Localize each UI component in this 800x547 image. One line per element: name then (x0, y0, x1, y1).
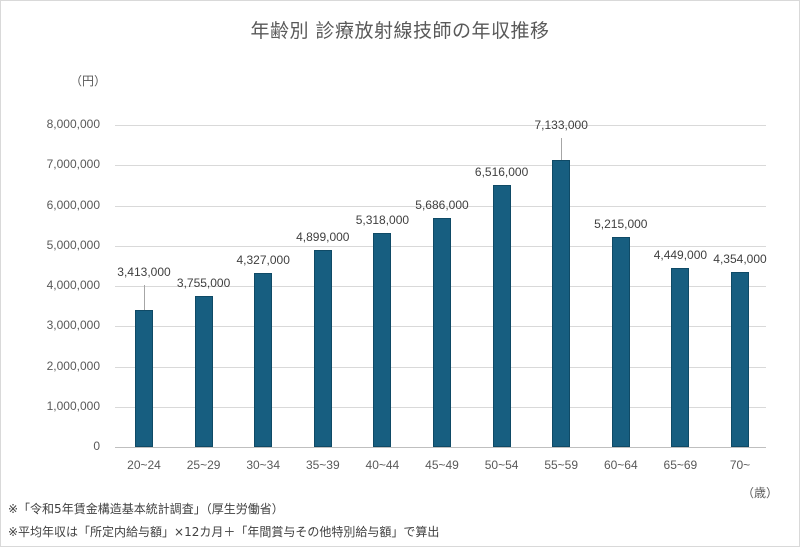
x-tick-label: 60~64 (603, 458, 638, 472)
data-label: 4,899,000 (296, 229, 350, 244)
bar-35~39 (313, 249, 332, 447)
y-axis-unit: （円） (70, 74, 107, 88)
data-label: 4,449,000 (653, 247, 708, 262)
bar-30~34 (254, 272, 273, 447)
x-tick-label: 65~69 (663, 458, 698, 472)
bar-65~69 (671, 267, 690, 447)
data-label: 7,133,000 (534, 117, 588, 132)
source-note: ※「令和5年賃金構造基本統計調査」（厚生労働省） (8, 502, 284, 516)
bar-25~29 (194, 295, 213, 447)
data-label: 6,516,000 (474, 164, 529, 179)
data-label: 4,354,000 (713, 251, 767, 266)
y-tick-label: 6,000,000 (46, 197, 100, 212)
data-label: 4,327,000 (236, 252, 290, 267)
x-tick-label: 25~29 (186, 458, 221, 472)
x-tick-label: 50~54 (484, 458, 519, 472)
y-tick-label: 8,000,000 (46, 117, 100, 131)
data-label: 3,755,000 (176, 275, 231, 290)
data-label: 5,215,000 (594, 217, 648, 232)
bar-70~ (731, 271, 749, 447)
x-tick-label: 70~ (729, 458, 751, 472)
x-tick-label: 55~59 (544, 458, 579, 472)
bar-55~59 (552, 159, 571, 447)
calculation-note: ※平均年収は「所定内給与額」×12カ月＋「年間賞与その他特別給与額」で算出 (8, 525, 440, 539)
data-label: 3,413,000 (117, 264, 171, 279)
y-tick-label: 1,000,000 (46, 398, 100, 413)
data-label: 5,686,000 (415, 198, 469, 213)
y-tick-label: 7,000,000 (46, 157, 100, 172)
chart-title: 年齢別 診療放射線技師の年収推移 (250, 20, 550, 42)
leader-line (561, 137, 563, 160)
bar-60~64 (611, 237, 630, 447)
x-axis-unit: （歳） (742, 486, 779, 500)
gridline (115, 165, 766, 167)
bar-40~44 (373, 232, 392, 447)
bar-45~49 (433, 218, 451, 447)
x-tick-label: 20~24 (127, 458, 161, 472)
x-tick-label: 30~34 (246, 458, 281, 472)
gridline (115, 205, 766, 207)
x-tick-label: 45~49 (425, 458, 459, 472)
y-tick-label: 2,000,000 (46, 358, 100, 373)
y-tick-label: 4,000,000 (46, 278, 100, 292)
x-tick-label: 35~39 (305, 458, 340, 472)
x-tick-label: 40~44 (365, 458, 400, 472)
leader-line (144, 284, 145, 310)
bar-50~54 (492, 184, 511, 447)
x-axis-line (115, 447, 766, 448)
y-tick-label: 3,000,000 (46, 318, 100, 333)
y-tick-label: 5,000,000 (46, 237, 100, 252)
data-label: 5,318,000 (355, 212, 410, 227)
y-tick-label: 0 (93, 439, 100, 453)
bar-20~24 (135, 309, 153, 447)
gridline (115, 125, 766, 126)
